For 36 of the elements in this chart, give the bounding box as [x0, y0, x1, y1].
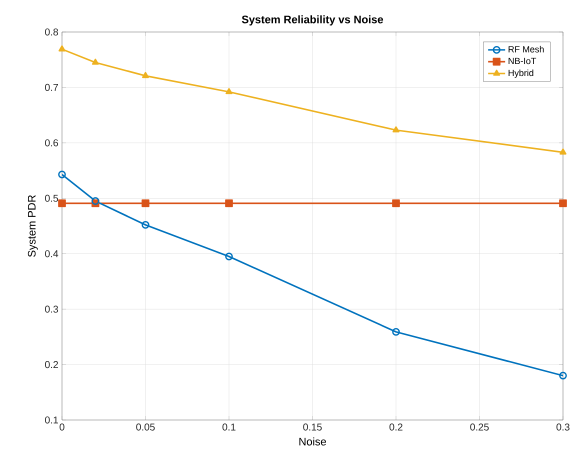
y-tick-label: 0.3 [45, 306, 58, 313]
point [559, 199, 567, 208]
x-tick-label: 0.2 [389, 424, 402, 431]
x-tick-label: 0.3 [556, 424, 570, 431]
x-axis-title: Noise [299, 437, 326, 446]
legend-label: Hybrid [508, 70, 534, 78]
y-tick-label: 0.5 [45, 194, 58, 202]
y-tick-label: 0.1 [45, 416, 58, 424]
y-tick-label: 0.4 [45, 250, 58, 258]
legend-label: RF Mesh [508, 46, 544, 52]
point [142, 221, 150, 229]
chart-title: System Reliability vs Noise [242, 15, 384, 26]
x-tick-label: 0.15 [303, 424, 322, 431]
point [58, 199, 66, 208]
point [392, 328, 400, 336]
x-tick-label: 0.05 [136, 424, 155, 431]
x-tick-label: 0.25 [470, 424, 489, 431]
x-tick-label: 0.1 [222, 424, 236, 431]
point [225, 199, 233, 208]
y-axis-title: System PDR [28, 195, 38, 257]
y-tick-label: 0.2 [45, 361, 58, 368]
y-tick-label: 0.8 [45, 28, 58, 36]
point [142, 199, 150, 208]
point [560, 148, 566, 155]
point [92, 58, 99, 65]
legend-label: NB-IoT [508, 58, 536, 64]
point [92, 197, 100, 205]
y-tick-label: 0.6 [45, 139, 58, 146]
point [392, 199, 400, 208]
point [226, 88, 232, 94]
y-tick-label: 0.7 [45, 84, 58, 91]
x-tick-label: 0 [60, 424, 64, 431]
point [142, 72, 149, 78]
point [225, 252, 233, 260]
point [58, 45, 66, 52]
point [392, 126, 400, 132]
